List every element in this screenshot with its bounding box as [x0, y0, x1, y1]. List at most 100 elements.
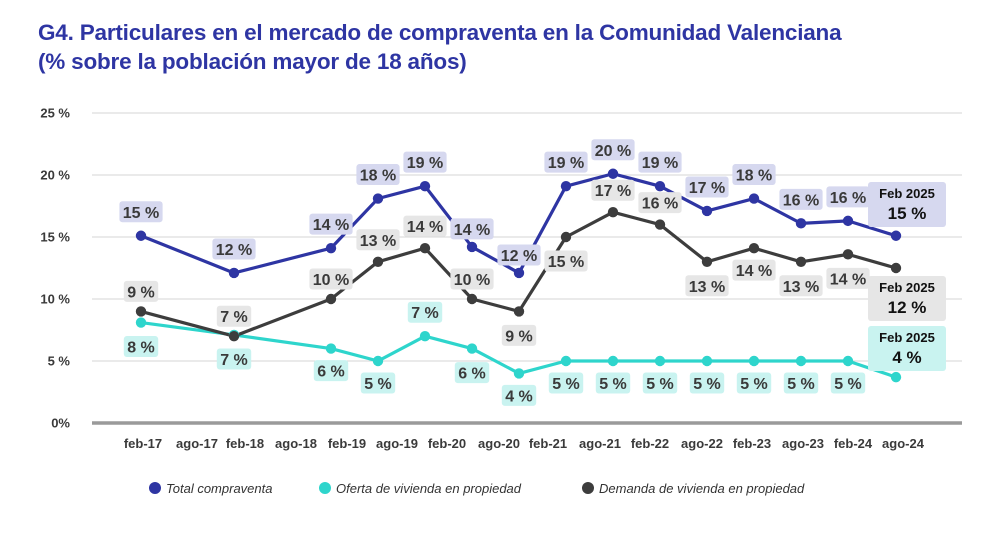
data-label: 14 % [454, 222, 490, 239]
data-point [890, 371, 902, 383]
data-label-bg [638, 192, 682, 214]
final-label-box [868, 276, 946, 321]
data-label: 5 % [693, 376, 721, 393]
data-label: 19 % [407, 155, 443, 172]
data-label: 13 % [783, 279, 819, 296]
final-label-value: 15 % [888, 204, 927, 223]
data-point [842, 215, 854, 227]
data-label-bg [642, 372, 678, 394]
x-tick-label: ago-18 [275, 436, 317, 451]
data-label-bg [216, 348, 252, 370]
data-point [654, 355, 666, 367]
data-label: 6 % [317, 364, 345, 381]
data-point [654, 180, 666, 192]
data-label: 10 % [313, 272, 349, 289]
data-point [513, 306, 525, 317]
data-label: 17 % [595, 183, 631, 200]
data-label: 14 % [313, 217, 349, 234]
data-point [228, 267, 240, 279]
data-label: 14 % [407, 219, 443, 236]
final-label-box [868, 326, 946, 371]
data-label-bg [544, 250, 588, 272]
data-label-bg [407, 301, 443, 323]
data-label: 5 % [646, 376, 674, 393]
final-label-value: 4 % [892, 348, 921, 367]
x-tick-label: feb-22 [631, 436, 669, 451]
data-label: 6 % [458, 366, 486, 383]
x-tick-label: feb-19 [328, 436, 366, 451]
legend-marker [582, 482, 594, 494]
data-point [325, 293, 337, 305]
data-point [890, 262, 902, 274]
data-label: 14 % [736, 263, 772, 280]
data-point [513, 267, 525, 279]
y-tick-label: 20 % [40, 168, 70, 183]
data-point [135, 230, 147, 241]
data-point [325, 242, 337, 254]
data-point [419, 331, 431, 342]
data-label: 16 % [783, 192, 819, 209]
data-point [419, 180, 431, 192]
x-axis: feb-17 ago-17 feb-18 ago-18 feb-19 ago-19 feb-… [124, 436, 925, 451]
data-label-bg [501, 324, 537, 346]
final-label-period: Feb 2025 [879, 186, 935, 201]
final-label-period: Feb 2025 [879, 280, 935, 295]
data-label: 12 % [216, 242, 252, 259]
y-tick-label: 5 % [48, 354, 71, 369]
data-label-bg [454, 362, 490, 384]
data-label-bg [689, 372, 725, 394]
data-label-bg [450, 218, 494, 240]
data-label: 20 % [595, 143, 631, 160]
data-point [560, 355, 572, 367]
data-label-bg [732, 259, 776, 281]
data-label: 5 % [599, 376, 627, 393]
data-point [795, 355, 807, 367]
x-tick-label: ago-17 [176, 436, 218, 451]
data-label-bg [732, 164, 776, 186]
data-label: 9 % [505, 328, 533, 345]
legend-label: Demanda de vivienda en propiedad [599, 481, 805, 496]
data-label: 10 % [454, 272, 490, 289]
data-point [701, 355, 713, 367]
data-label-bg [544, 151, 588, 173]
data-label-bg [123, 336, 159, 358]
data-label-bg [497, 244, 541, 266]
data-label: 18 % [360, 168, 396, 185]
data-labels: 15 % 12 % 14 % 18 % 19 % 14 % 12 % 19 % 20 % 19 %… [119, 139, 870, 406]
data-label: 16 % [830, 190, 866, 207]
x-tick-label: feb-18 [226, 436, 264, 451]
data-label-bg [826, 267, 870, 289]
data-label-bg [450, 268, 494, 290]
data-label: 7 % [220, 309, 248, 326]
data-point [607, 355, 619, 367]
data-label-bg [783, 372, 819, 394]
data-label: 17 % [689, 180, 725, 197]
data-point [466, 241, 478, 253]
x-tick-label: feb-23 [733, 436, 771, 451]
data-point [842, 355, 854, 367]
data-label-bg [356, 229, 400, 251]
final-label-value: 12 % [888, 298, 927, 317]
final-label-box [868, 182, 946, 227]
data-label-bg [638, 151, 682, 173]
data-label-bg [403, 215, 447, 237]
x-tick-label: ago-23 [782, 436, 824, 451]
data-point [654, 219, 666, 230]
data-label-bg [216, 305, 252, 327]
legend-label: Oferta de vivienda en propiedad [336, 481, 522, 496]
data-point [372, 256, 384, 267]
data-label: 5 % [740, 376, 768, 393]
data-label: 19 % [642, 155, 678, 172]
x-tick-label: feb-17 [124, 436, 162, 451]
data-label-bg [212, 238, 256, 260]
data-point [513, 368, 525, 379]
data-point [748, 193, 760, 204]
data-point [466, 293, 478, 305]
y-tick-label: 25 % [40, 106, 70, 121]
data-point [372, 355, 384, 367]
data-label-bg [591, 139, 635, 161]
data-label-bg [360, 372, 396, 394]
data-label: 7 % [220, 352, 248, 369]
data-label: 18 % [736, 168, 772, 185]
data-label: 16 % [642, 196, 678, 213]
